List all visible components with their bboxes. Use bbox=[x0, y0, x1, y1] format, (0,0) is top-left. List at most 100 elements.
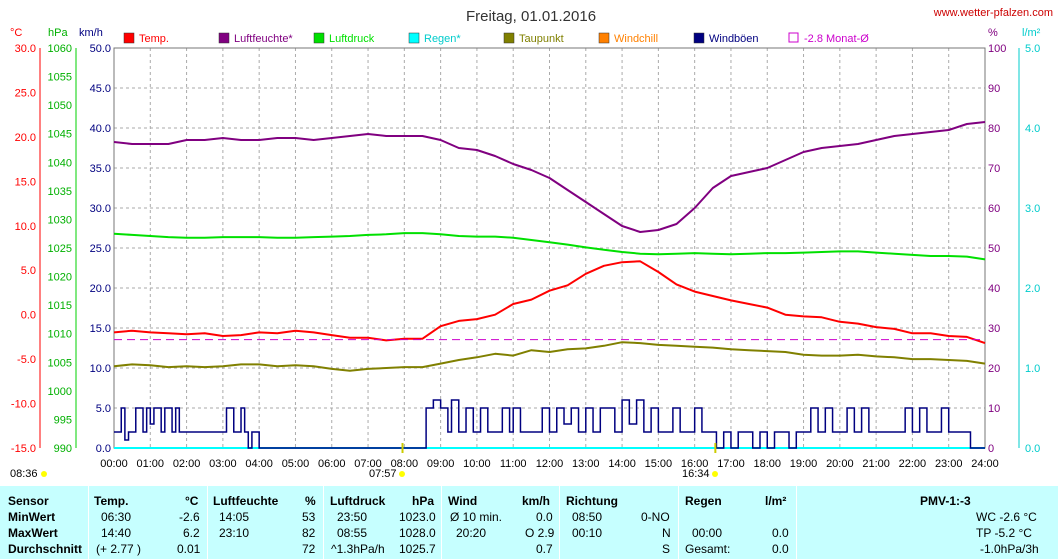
max-temp-time: 14:40 bbox=[101, 526, 132, 540]
min-wind-label: Ø 10 min. bbox=[450, 510, 503, 524]
weather-chart: Freitag, 01.01.2016 www.wetter-pfalzen.c… bbox=[10, 7, 1053, 480]
rain-unit-label: l/m² bbox=[1022, 27, 1041, 39]
time-tick-label: 20:00 bbox=[826, 458, 854, 470]
legend-label: Windböen bbox=[709, 33, 759, 45]
temp-tick-label: 30.0 bbox=[15, 43, 36, 55]
avg-pressure-trend: ^1.3hPa/h bbox=[331, 542, 385, 556]
sun-icon bbox=[399, 471, 405, 477]
site-link[interactable]: www.wetter-pfalzen.com bbox=[933, 7, 1053, 19]
time-tick-label: 10:00 bbox=[463, 458, 491, 470]
wind-unit-label: km/h bbox=[79, 27, 103, 39]
table-separator bbox=[441, 486, 442, 559]
time-tick-label: 23:00 bbox=[935, 458, 963, 470]
wind-tick-label: 10.0 bbox=[90, 363, 111, 375]
rain-tick-label: 5.0 bbox=[1025, 43, 1040, 55]
humidity-tick-label: 10 bbox=[988, 403, 1000, 415]
min-direction-value: 0-NO bbox=[641, 510, 670, 524]
temp-tick-label: 10.0 bbox=[15, 221, 36, 233]
pressure-tick-label: 1035 bbox=[48, 186, 72, 198]
legend-label: Luftfeuchte* bbox=[234, 33, 293, 45]
legend-label: -2.8 Monat-Ø bbox=[804, 33, 869, 45]
wind-tick-label: 30.0 bbox=[90, 203, 111, 215]
rain-tick-label: 3.0 bbox=[1025, 203, 1040, 215]
header-rain: Regen bbox=[685, 494, 722, 508]
time-tick-label: 13:00 bbox=[572, 458, 600, 470]
header-pressure-unit: hPa bbox=[412, 494, 435, 508]
time-tick-label: 00:00 bbox=[100, 458, 128, 470]
time-tick-label: 06:00 bbox=[318, 458, 346, 470]
time-tick-label: 24:00 bbox=[971, 458, 999, 470]
series-wind-gusts bbox=[114, 399, 985, 449]
avg-temp-value: 0.01 bbox=[177, 542, 201, 556]
wind-tick-label: 50.0 bbox=[90, 43, 111, 55]
time-tick-label: 15:00 bbox=[645, 458, 673, 470]
humidity-tick-label: 100 bbox=[988, 43, 1006, 55]
pressure-tick-label: 995 bbox=[54, 414, 72, 426]
max-temp-value: 6.2 bbox=[183, 526, 200, 540]
min-temp-value: -2.6 bbox=[179, 510, 200, 524]
wind-tick-label: 40.0 bbox=[90, 123, 111, 135]
legend-swatch bbox=[598, 32, 610, 44]
temp-tick-label: -10.0 bbox=[11, 399, 36, 411]
header-sensor: Sensor bbox=[8, 494, 49, 508]
avg-wind-value: 0.7 bbox=[536, 542, 553, 556]
wind-tick-label: 15.0 bbox=[90, 323, 111, 335]
time-tick-label: 17:00 bbox=[717, 458, 745, 470]
humidity-tick-label: 50 bbox=[988, 243, 1000, 255]
series-dewpoint bbox=[113, 341, 986, 372]
pmv-windchill: WC -2.6 °C bbox=[976, 510, 1037, 524]
series-humidity bbox=[113, 121, 986, 233]
pressure-tick-label: 1060 bbox=[48, 43, 72, 55]
max-humidity-value: 82 bbox=[302, 526, 316, 540]
max-pressure-value: 1028.0 bbox=[399, 526, 436, 540]
wind-tick-label: 35.0 bbox=[90, 163, 111, 175]
time-tick-label: 21:00 bbox=[862, 458, 890, 470]
time-tick-label: 09:00 bbox=[427, 458, 455, 470]
wind-tick-label: 45.0 bbox=[90, 83, 111, 95]
row-avg-label: Durchschnitt bbox=[8, 542, 83, 556]
moon-icon bbox=[712, 471, 718, 477]
avg-direction-value: S bbox=[662, 542, 671, 556]
pressure-tick-label: 1000 bbox=[48, 386, 72, 398]
table-separator bbox=[559, 486, 560, 559]
temp-tick-label: 20.0 bbox=[15, 132, 36, 144]
series-pressure bbox=[113, 232, 986, 261]
time-tick-label: 22:00 bbox=[899, 458, 927, 470]
max-pressure-time: 08:55 bbox=[337, 526, 368, 540]
legend-label: Luftdruck bbox=[329, 33, 375, 45]
time-tick-label: 08:00 bbox=[391, 458, 419, 470]
table-separator bbox=[678, 486, 679, 559]
row-min-label: MinWert bbox=[8, 510, 56, 524]
chart-title: Freitag, 01.01.2016 bbox=[466, 8, 596, 25]
temp-tick-label: 0.0 bbox=[21, 310, 36, 322]
humidity-unit-label: % bbox=[988, 27, 998, 39]
series-temperature bbox=[113, 260, 986, 345]
rain-tick-label: 1.0 bbox=[1025, 363, 1040, 375]
rain-total-label: Gesamt: bbox=[685, 542, 731, 556]
legend-swatch bbox=[218, 32, 230, 44]
chart-grid bbox=[113, 47, 986, 449]
humidity-tick-label: 90 bbox=[988, 83, 1000, 95]
header-direction: Richtung bbox=[566, 494, 618, 508]
time-tick-label: 11:00 bbox=[500, 458, 527, 470]
humidity-tick-label: 40 bbox=[988, 283, 1000, 295]
chart-legend: Temp. Luftfeuchte* Luftdruck Regen* Taupunkt… bbox=[123, 32, 869, 45]
table-separator bbox=[796, 486, 797, 559]
humidity-tick-label: 30 bbox=[988, 323, 1000, 335]
avg-temp-trend: (+ 2.77 ) bbox=[96, 542, 142, 556]
rain-tick-label: 2.0 bbox=[1025, 283, 1040, 295]
time-tick-label: 16:00 bbox=[681, 458, 709, 470]
avg-pressure-value: 1025.7 bbox=[399, 542, 436, 556]
time-tick-label: 18:00 bbox=[753, 458, 781, 470]
temp-tick-label: 15.0 bbox=[15, 176, 36, 188]
sunrise-marker-icon bbox=[41, 471, 47, 477]
table-separator bbox=[323, 486, 324, 559]
wind-tick-label: 0.0 bbox=[96, 443, 111, 455]
avg-humidity-value: 72 bbox=[302, 542, 316, 556]
min-pressure-value: 1023.0 bbox=[399, 510, 436, 524]
temp-tick-label: 25.0 bbox=[15, 87, 36, 99]
max-rain-time: 00:00 bbox=[692, 526, 723, 540]
max-wind-value: O 2.9 bbox=[525, 526, 555, 540]
temp-tick-label: -15.0 bbox=[11, 443, 36, 455]
temp-tick-label: -5.0 bbox=[17, 354, 36, 366]
